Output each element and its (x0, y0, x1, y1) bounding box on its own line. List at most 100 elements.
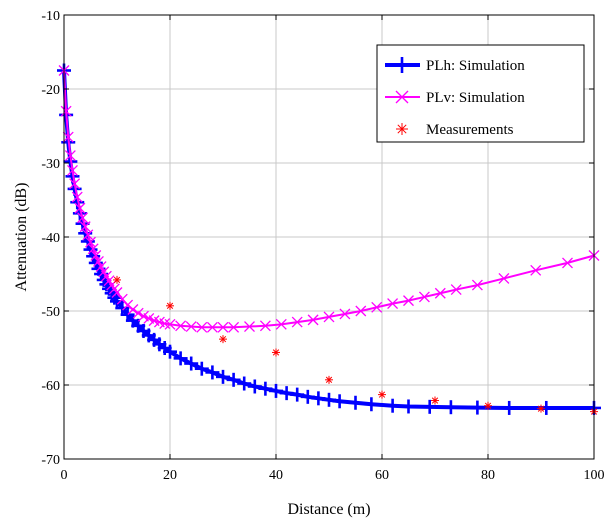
marker-stroke (228, 321, 240, 333)
marker-stroke (217, 321, 229, 333)
marker-stroke (85, 236, 96, 248)
marker-stroke (196, 321, 208, 333)
marker-stroke (60, 105, 72, 117)
data-point (401, 399, 416, 414)
marker-stroke (79, 221, 91, 233)
data-point (247, 379, 262, 394)
marker-stroke (403, 295, 414, 307)
data-point (173, 351, 188, 366)
marker-stroke (450, 284, 462, 295)
data-point (237, 376, 252, 391)
data-point (371, 301, 383, 313)
marker-stroke (537, 405, 545, 412)
data-point (537, 404, 545, 413)
data-point (244, 321, 255, 332)
marker-stroke (431, 397, 439, 404)
data-point (502, 400, 517, 415)
data-point (164, 318, 176, 330)
grid (63, 14, 595, 460)
marker-stroke (259, 320, 271, 332)
marker-stroke (371, 301, 383, 313)
marker-stroke (219, 335, 227, 343)
marker-stroke (153, 316, 165, 328)
marker-stroke (562, 257, 573, 269)
marker-stroke (116, 293, 128, 305)
data-point (311, 391, 326, 406)
data-point (64, 150, 76, 162)
marker-stroke (185, 321, 197, 332)
x-tick-label: 60 (375, 468, 389, 483)
data-point (194, 361, 209, 376)
data-point (332, 394, 347, 409)
data-point (175, 320, 187, 332)
data-point (79, 221, 91, 233)
y-tick-label: -10 (41, 9, 60, 24)
legend-box (376, 44, 585, 143)
marker-stroke (175, 320, 187, 332)
marker-stroke (103, 275, 115, 287)
legend-entries: PLh: Simulation PLv: Simulation Measuremen… (385, 57, 525, 138)
data-point (216, 369, 230, 384)
marker-stroke (67, 164, 78, 176)
marker-stroke (71, 191, 83, 203)
marker-stroke (325, 376, 333, 383)
data-point (217, 321, 229, 333)
x-axis-label: Distance (m) (287, 501, 370, 518)
legend-marker (395, 90, 409, 104)
data-point (323, 311, 335, 323)
data-point (228, 321, 240, 333)
marker-stroke (127, 304, 139, 315)
data-point (470, 400, 485, 415)
marker-stroke (108, 283, 120, 295)
data-point (113, 275, 121, 284)
marker-stroke (418, 291, 430, 303)
legend-entry: PLv: Simulation (385, 90, 525, 106)
marker-stroke (95, 261, 107, 273)
marker-stroke (530, 264, 542, 276)
data-point (127, 304, 139, 315)
x-tick-label: 20 (163, 468, 177, 483)
marker-stroke (74, 202, 86, 214)
data-point (291, 316, 303, 328)
marker-stroke (100, 270, 112, 282)
ticks: 0 20 40 60 80 100 -10 -20 -30 -40 -50 -60 -70 (41, 9, 604, 483)
data-point (450, 284, 462, 295)
marker-stroke (339, 308, 351, 320)
x-tick-label: 100 (584, 468, 605, 483)
data-point (471, 279, 483, 291)
y-tick-label: -50 (41, 305, 60, 320)
marker-stroke (291, 316, 303, 328)
data-point (77, 212, 89, 224)
marker-stroke (77, 212, 89, 224)
marker-stroke (484, 402, 492, 409)
legend: PLh: Simulation PLv: Simulation Measuremen… (376, 44, 585, 143)
marker-stroke (206, 321, 218, 333)
marker-stroke (82, 229, 94, 241)
data-point (364, 397, 379, 412)
marker-stroke (355, 305, 367, 317)
legend-marker (396, 123, 408, 135)
marker-stroke (111, 287, 123, 298)
data-point (325, 375, 333, 384)
data-point (434, 287, 446, 299)
data-point (67, 164, 78, 176)
marker-stroke (498, 272, 510, 284)
data-point (196, 321, 208, 333)
marker-stroke (64, 150, 76, 162)
marker-stroke (323, 311, 335, 323)
series-2 (58, 65, 600, 333)
legend-label: Measurements (426, 122, 514, 138)
data-point (71, 191, 83, 203)
data-point (86, 249, 101, 264)
data-point (166, 301, 174, 310)
data-point (348, 395, 363, 410)
x-tick-label: 0 (61, 468, 68, 483)
data-point (205, 365, 220, 380)
x-tick-label: 40 (269, 468, 283, 483)
data-point (387, 298, 399, 310)
data-point (530, 264, 542, 276)
marker-stroke (395, 90, 409, 104)
data-point (307, 314, 319, 326)
marker-stroke (148, 315, 160, 327)
data-point (62, 131, 74, 143)
